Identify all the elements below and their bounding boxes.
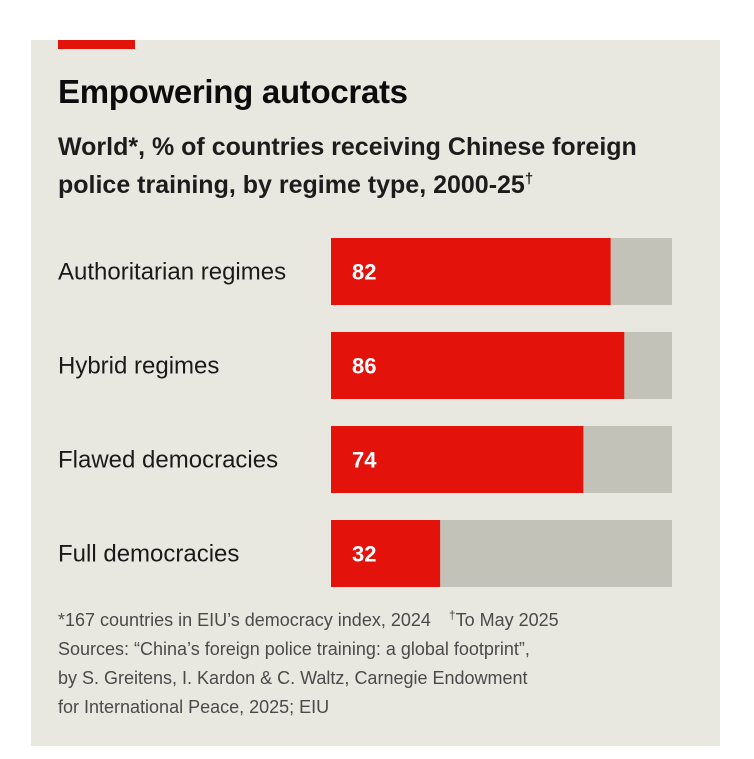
chart-subtitle: World*, % of countries receiving Chinese… — [58, 128, 698, 204]
value-label: 82 — [352, 260, 376, 285]
footnote-countries: *167 countries in EIU’s democracy index,… — [58, 610, 431, 630]
source-line-1: Sources: “China’s foreign police trainin… — [58, 639, 530, 659]
bar — [331, 426, 584, 493]
bar-chart: Authoritarian regimes 82 Hybrid regimes 86 F… — [58, 238, 672, 587]
category-label: Flawed democracies — [58, 447, 278, 474]
source-line-2: by S. Greitens, I. Kardon & C. Waltz, Ca… — [58, 668, 528, 688]
category-label: Authoritarian regimes — [58, 259, 286, 286]
bar — [331, 332, 625, 399]
bar — [331, 520, 441, 587]
chart-card: Empowering autocrats World*, % of countr… — [31, 40, 720, 746]
category-label: Full democracies — [58, 541, 239, 568]
chart-title: Empowering autocrats — [58, 73, 408, 110]
footnote-dagger: † — [448, 608, 456, 622]
accent-bar — [58, 40, 135, 49]
value-label: 32 — [352, 542, 376, 567]
subtitle-text: World*, % of countries receiving Chinese… — [58, 133, 637, 199]
bar — [331, 238, 611, 305]
footnotes: *167 countries in EIU’s democracy index,… — [58, 606, 708, 722]
subtitle-dagger: † — [524, 170, 534, 188]
footnote-date: To May 2025 — [455, 610, 559, 630]
footnote-line-1: *167 countries in EIU’s democracy index,… — [58, 606, 708, 635]
source-line-3: for International Peace, 2025; EIU — [58, 697, 330, 717]
value-label: 74 — [352, 448, 377, 473]
value-label: 86 — [352, 354, 376, 379]
category-label: Hybrid regimes — [58, 353, 219, 380]
